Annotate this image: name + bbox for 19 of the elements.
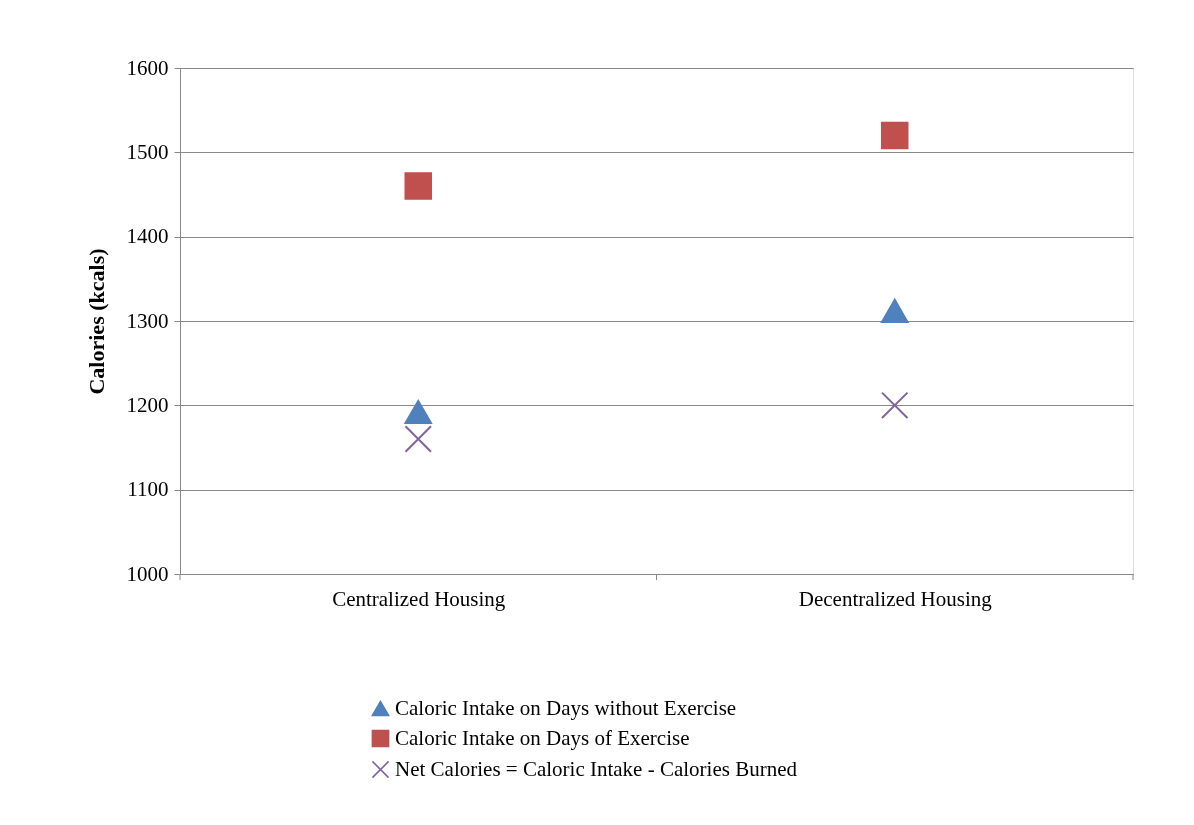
point xyxy=(404,172,432,200)
legend-label: Caloric Intake on Days without Exercise xyxy=(395,695,737,720)
y-tick-label: 1400 xyxy=(126,224,169,249)
legend-label: Caloric Intake on Days of Exercise xyxy=(395,725,690,750)
y-tick-label: 1600 xyxy=(126,55,169,80)
point xyxy=(881,298,909,323)
y-tick-label: 1000 xyxy=(126,561,169,586)
point xyxy=(881,121,909,150)
x-tick-label: Decentralized Housing xyxy=(798,586,993,611)
y-axis-title: Calories (kcals) xyxy=(83,248,109,395)
y-tick-label: 1300 xyxy=(126,308,169,333)
y-tick-label: 1100 xyxy=(127,477,169,502)
point xyxy=(881,391,909,420)
point xyxy=(404,400,432,425)
point xyxy=(404,425,432,453)
legend-label: Net Calories = Caloric Intake - Calories Burned xyxy=(395,756,798,781)
y-tick-label: 1200 xyxy=(126,392,169,417)
x-tick-label: Centralized Housing xyxy=(332,586,506,611)
y-tick-label: 1500 xyxy=(126,139,169,164)
